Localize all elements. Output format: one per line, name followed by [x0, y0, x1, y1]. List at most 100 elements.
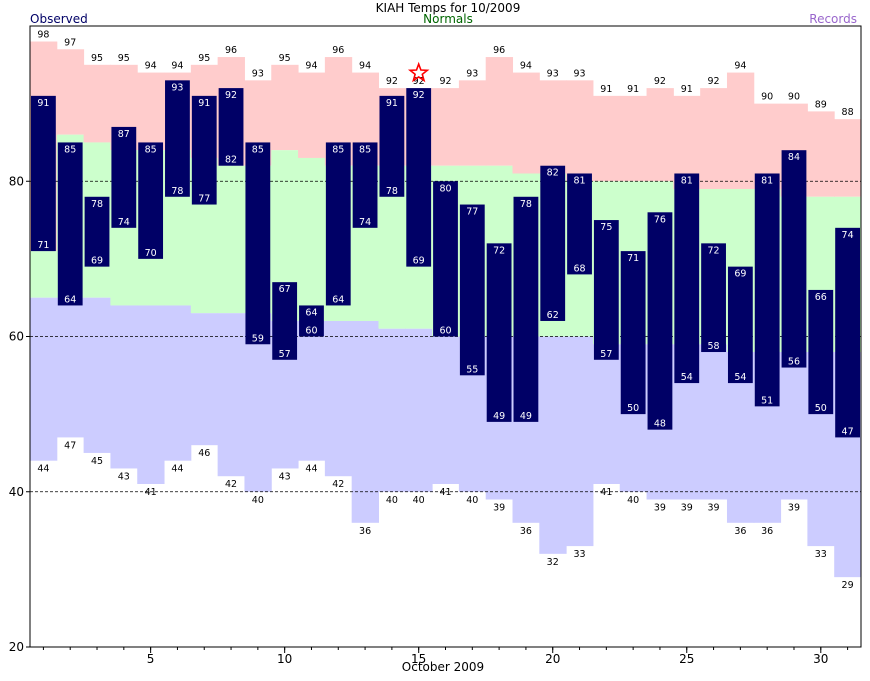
axis-layer: 20 40 60 80 5 10 15 20 25 30 [9, 25, 862, 666]
legend-normals: Normals [423, 12, 473, 26]
observed-high-label: 92 [413, 90, 425, 101]
record-low-label: 45 [91, 456, 103, 467]
observed-high-label: 66 [815, 292, 827, 303]
record-low-label: 40 [386, 495, 398, 506]
legend-observed: Observed [30, 12, 88, 26]
y-tick-label: 60 [9, 330, 24, 344]
observed-high-label: 81 [681, 175, 693, 186]
observed-bar [165, 80, 190, 197]
observed-bar [191, 95, 217, 205]
observed-bar [513, 196, 539, 422]
x-tick-label: 15 [411, 652, 426, 666]
observed-low-label: 60 [305, 326, 317, 337]
y-tick-label: 20 [9, 640, 24, 654]
observed-low-label: 50 [815, 403, 827, 414]
record-high-label: 95 [118, 53, 130, 64]
record-low-band [539, 336, 567, 554]
chart-title: KIAH Temps for 10/2009 [376, 1, 521, 15]
record-high-band [646, 88, 674, 182]
observed-high-label: 93 [171, 82, 183, 93]
value-label-layer: 98 44 91 71 97 47 85 64 95 45 78 69 95 43 87 74 94 41 85 70… [37, 30, 853, 592]
observed-low-label: 64 [332, 294, 344, 305]
observed-bar [486, 243, 512, 422]
record-low-band [592, 344, 621, 484]
observed-high-label: 85 [64, 144, 76, 155]
record-low-band [298, 320, 326, 461]
record-high-label: 95 [91, 53, 103, 64]
record-low-label: 36 [520, 526, 532, 537]
record-low-label: 39 [654, 503, 666, 514]
record-low-band [780, 352, 808, 500]
observed-high-label: 91 [386, 98, 398, 109]
record-low-label: 40 [252, 495, 264, 506]
observed-low-label: 74 [118, 217, 130, 228]
observed-high-label: 82 [547, 168, 559, 179]
record-low-label: 33 [573, 549, 585, 560]
record-high-label: 89 [815, 99, 827, 110]
record-high-label: 98 [37, 30, 49, 41]
record-low-label: 36 [761, 526, 773, 537]
observed-high-label: 78 [91, 199, 103, 210]
observed-bar [84, 196, 110, 267]
observed-high-label: 74 [842, 230, 854, 241]
record-low-label: 36 [734, 526, 746, 537]
record-high-label: 92 [708, 76, 720, 87]
observed-high-label: 69 [734, 269, 746, 280]
record-low-band [378, 328, 406, 492]
record-low-band [30, 297, 58, 461]
observed-bar [567, 173, 592, 275]
legend-records: Records [809, 12, 857, 26]
record-high-band [137, 72, 165, 151]
observed-high-label: 91 [37, 98, 49, 109]
observed-bar [701, 243, 726, 353]
observed-low-label: 74 [359, 217, 371, 228]
record-low-band [566, 336, 594, 547]
record-low-label: 41 [439, 487, 451, 498]
observed-low-label: 48 [654, 419, 666, 430]
record-low-band [217, 313, 245, 477]
record-high-label: 93 [547, 68, 559, 79]
normal-band [30, 251, 58, 298]
x-tick-label: 5 [147, 652, 155, 666]
observed-high-label: 77 [466, 207, 478, 218]
observed-bar [406, 88, 432, 267]
record-low-band [190, 313, 219, 446]
observed-low-label: 54 [681, 372, 693, 383]
observed-bar-layer [31, 80, 860, 438]
record-high-band [700, 88, 728, 190]
observed-high-label: 81 [761, 175, 773, 186]
observed-bar [57, 142, 83, 306]
observed-low-label: 57 [600, 349, 612, 360]
record-high-label: 91 [627, 84, 639, 95]
record-low-label: 33 [815, 549, 827, 560]
record-high-band [271, 64, 299, 151]
observed-bar [433, 181, 458, 337]
record-high-label: 93 [252, 68, 264, 79]
observed-bar [540, 165, 566, 321]
record-high-label: 96 [332, 45, 344, 56]
record-low-label: 40 [466, 495, 478, 506]
observed-bar [379, 95, 405, 197]
record-high-label: 96 [225, 45, 237, 56]
record-low-label: 29 [842, 580, 854, 591]
record-low-band [432, 336, 460, 484]
observed-low-label: 70 [145, 248, 157, 259]
observed-bar [299, 305, 324, 337]
observed-high-label: 64 [305, 307, 317, 318]
observed-high-label: 85 [332, 144, 344, 155]
record-low-label: 41 [145, 487, 157, 498]
record-high-band [512, 72, 540, 174]
record-low-band [700, 344, 728, 500]
record-low-band [405, 328, 433, 492]
record-high-label: 95 [198, 53, 210, 64]
observed-low-label: 56 [788, 357, 800, 368]
observed-low-label: 82 [225, 155, 237, 166]
x-tick-label: 20 [545, 652, 560, 666]
record-high-label: 91 [681, 84, 693, 95]
observed-high-label: 92 [225, 90, 237, 101]
record-high-label: 90 [788, 92, 800, 103]
record-high-label: 92 [654, 76, 666, 87]
observed-low-label: 51 [761, 395, 773, 406]
